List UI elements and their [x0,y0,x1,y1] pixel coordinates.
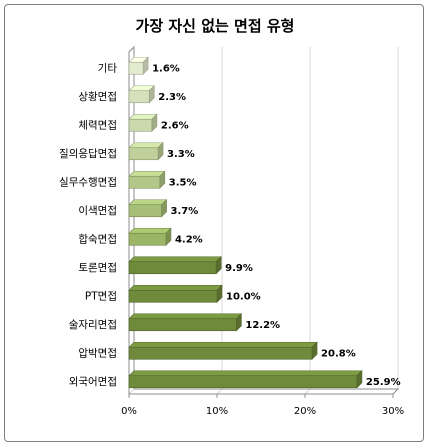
bar-front-face [128,318,237,332]
category-label: 압박면접 [78,346,117,359]
bar-top-face [128,341,318,348]
bar-top-face [128,284,223,291]
x-tick-label: 0% [121,406,137,417]
bar [128,227,172,246]
data-label: 1.6% [152,63,180,74]
bar-top-face [128,256,222,263]
bar [128,56,149,75]
bar-front-face [128,232,167,246]
x-tick-label: 10% [206,406,228,417]
category-label: 토론면접 [78,262,117,274]
data-label: 2.3% [158,92,186,103]
category-label: 합숙면접 [78,233,117,245]
chart-title: 가장 자신 없는 면접 유형 [135,17,295,35]
bar-top-face [128,227,172,234]
data-label: 10.0% [226,291,261,302]
bar-top-face [128,170,166,177]
bar [128,256,222,275]
y-axis-line [128,45,135,394]
bar [128,313,243,332]
bar-front-face [128,204,162,218]
plot-area [129,47,398,394]
bar [128,199,168,218]
data-label: 3.3% [167,149,195,160]
category-label: 외국어면접 [69,376,117,388]
bar-top-face [128,370,363,377]
x-axis-line [129,388,400,395]
x-tick-label: 30% [382,406,404,417]
bar-front-face [128,61,144,75]
category-label: PT면접 [85,290,117,302]
data-label: 2.6% [161,120,189,131]
bar-front-face [128,175,161,189]
data-label: 9.9% [225,263,253,274]
x-tick-label: 20% [294,406,316,417]
bar-front-face [128,346,313,360]
bar [128,170,166,189]
category-label: 실무수행면접 [59,176,117,188]
bar-top-face [128,199,168,206]
data-label: 12.2% [245,320,280,331]
data-label: 4.2% [175,234,203,245]
bar-front-face [128,147,159,161]
data-label: 25.9% [366,377,401,388]
bar-front-face [128,118,153,132]
bar-front-face [128,90,150,104]
category-label: 술자리면접 [69,319,117,331]
category-label: 질의응답면접 [59,148,117,160]
bar [128,85,155,104]
category-label: 기타 [98,62,118,74]
bar-top-face [128,142,164,149]
bar-front-face [128,289,218,303]
category-label: 이색면접 [78,205,117,217]
bar [128,370,363,389]
bar-front-face [128,375,358,389]
data-label: 3.5% [169,177,197,188]
bar [128,341,318,360]
category-label: 체력면접 [78,119,117,131]
data-label: 3.7% [171,206,199,217]
bar-front-face [128,261,217,275]
bar [128,142,164,161]
bar [128,284,223,303]
bar-top-face [128,313,243,320]
category-label: 상황면접 [78,91,117,103]
bar [128,113,158,132]
data-label: 20.8% [321,348,356,359]
